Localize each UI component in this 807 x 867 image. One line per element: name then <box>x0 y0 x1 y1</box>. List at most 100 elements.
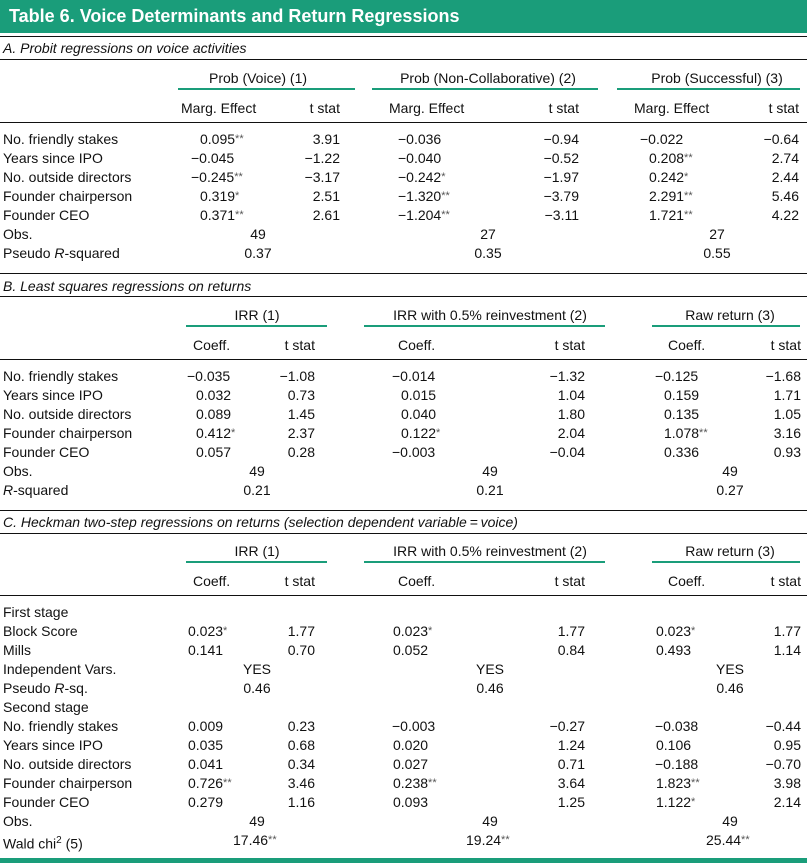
significance-stars: * <box>691 625 696 637</box>
row-label: Founder CEO <box>3 444 90 460</box>
tstat-cell: 3.64 <box>558 775 585 792</box>
significance-stars: ** <box>691 777 700 789</box>
tstat-cell: −1.97 <box>544 169 579 186</box>
coef-cell: 0.159 <box>664 387 699 404</box>
coef-cell: 1.122* <box>656 794 695 811</box>
cell-value: 2.61 <box>312 207 340 223</box>
cell-value: −0.035 <box>187 368 231 384</box>
column-header: Marg. Effect <box>389 100 465 116</box>
cell-value: 0.70 <box>287 642 315 658</box>
tstat-cell: 4.22 <box>772 207 799 224</box>
coef-cell: 0.122* <box>401 425 440 442</box>
cell-value: −0.036 <box>398 131 442 147</box>
cell-value: 25.44 <box>706 832 742 848</box>
tstat-cell: 1.45 <box>288 406 315 423</box>
cell-value: 1.45 <box>287 406 315 422</box>
tstat-cell: −1.08 <box>280 368 315 385</box>
cell-value: 1.05 <box>773 406 801 422</box>
table-title: Table 6. Voice Determinants and Return R… <box>0 0 807 33</box>
coef-cell: 1.823** <box>656 775 700 792</box>
panel-b-top-rule <box>0 273 807 274</box>
tstat-cell: 2.14 <box>774 794 801 811</box>
row-label: Independent Vars. <box>3 661 117 677</box>
coef-cell: −0.242* <box>398 169 446 186</box>
cell-value: 0.84 <box>557 642 585 658</box>
coef-cell: 0.095** <box>200 131 244 148</box>
cell-value: −0.52 <box>543 150 579 166</box>
panel-a-group-header: Prob (Non-Collaborative) (2) <box>400 70 576 86</box>
significance-stars: ** <box>684 209 693 221</box>
row-label: Pseudo R-squared <box>3 245 120 261</box>
cell-value: 0.93 <box>773 444 801 460</box>
cell-value: −0.70 <box>765 756 801 772</box>
cell-value: −0.045 <box>191 150 235 166</box>
coef-cell: −0.040 <box>398 150 441 167</box>
panel-c-group-header: IRR with 0.5% reinvestment (2) <box>393 543 587 559</box>
cell-value: 0.493 <box>656 642 692 658</box>
cell-value: 0.122 <box>401 425 437 441</box>
cell-value: 0.135 <box>664 406 700 422</box>
tstat-cell: −3.11 <box>545 207 579 224</box>
significance-stars: * <box>684 171 689 183</box>
cell-value: 2.74 <box>771 150 799 166</box>
group-underline <box>178 88 355 90</box>
cell-value: 0.015 <box>401 387 437 403</box>
group-underline <box>186 561 327 563</box>
tstat-cell: −3.79 <box>544 188 579 205</box>
fit-value: 0.37 <box>244 245 272 261</box>
column-header: Coeff. <box>193 337 231 353</box>
coef-cell: 0.015 <box>401 387 436 404</box>
significance-stars: * <box>428 625 433 637</box>
coef-cell: 0.238** <box>393 775 437 792</box>
fit-value: 0.35 <box>474 245 502 261</box>
significance-stars: * <box>436 427 441 439</box>
cell-value: 0.057 <box>196 444 232 460</box>
column-header: t stat <box>554 573 585 589</box>
column-header: t stat <box>284 337 315 353</box>
cell-value: −0.04 <box>549 444 585 460</box>
cell-value: 1.77 <box>557 623 585 639</box>
cell-value: 19.24 <box>466 832 502 848</box>
coef-cell: 0.279 <box>188 794 223 811</box>
row-label: Mills <box>3 642 31 658</box>
column-header: t stat <box>768 100 799 116</box>
tstat-cell: 0.71 <box>558 756 585 773</box>
tstat-cell: −0.27 <box>550 718 585 735</box>
tstat-cell: 0.84 <box>558 642 585 659</box>
significance-stars: ** <box>235 133 244 145</box>
group-underline <box>364 561 605 563</box>
coef-cell: −0.003 <box>392 718 435 735</box>
cell-value: −0.245 <box>191 169 235 185</box>
fit-value: 0.55 <box>703 245 731 261</box>
cell-value: 3.91 <box>312 131 340 147</box>
row-label: No. outside directors <box>3 756 132 772</box>
cell-value: 0.023 <box>188 623 224 639</box>
coef-cell: 1.078** <box>664 425 708 442</box>
cell-value: 0.371 <box>200 207 236 223</box>
coef-cell: 0.040 <box>401 406 436 423</box>
tstat-cell: 1.04 <box>558 387 585 404</box>
cell-value: 0.052 <box>393 642 429 658</box>
row-label: No. outside directors <box>3 169 132 185</box>
group-underline <box>652 325 800 327</box>
panel-c-group-header: IRR (1) <box>234 543 280 559</box>
column-header: Coeff. <box>398 573 436 589</box>
column-header: Coeff. <box>193 573 231 589</box>
cell-value: 0.95 <box>773 737 801 753</box>
panel-a-group-header: Prob (Voice) (1) <box>208 70 308 86</box>
column-header: Coeff. <box>398 337 436 353</box>
tstat-cell: 2.04 <box>558 425 585 442</box>
tstat-cell: 3.91 <box>313 131 340 148</box>
tstat-cell: 0.34 <box>288 756 315 773</box>
cell-value: 0.009 <box>188 718 224 734</box>
coef-cell: −0.022 <box>640 131 683 148</box>
coef-cell: 0.493 <box>656 642 691 659</box>
cell-value: 2.14 <box>773 794 801 810</box>
cell-value: 0.71 <box>557 756 585 772</box>
cell-value: 1.122 <box>656 794 692 810</box>
cell-value: 2.291 <box>649 188 685 204</box>
significance-stars: ** <box>268 834 277 846</box>
cell-value: −3.79 <box>543 188 579 204</box>
coef-cell: −0.245** <box>191 169 243 186</box>
cell-value: 1.77 <box>287 623 315 639</box>
